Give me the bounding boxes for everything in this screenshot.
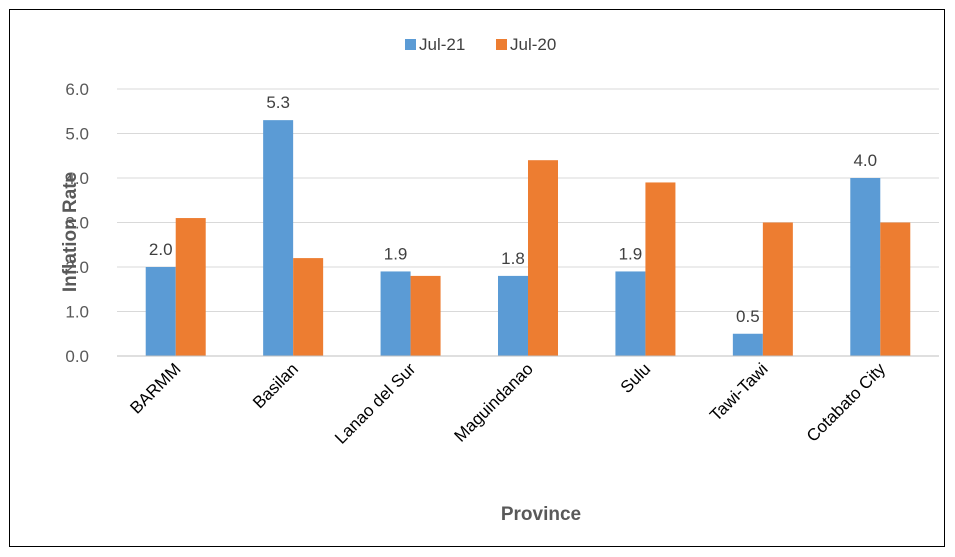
y-tick-label: 5.0 — [65, 125, 89, 144]
bar-jul-21-barmm — [145, 267, 176, 356]
x-tick-label: Sulu — [617, 359, 654, 396]
bar-jul-21-sulu — [615, 271, 646, 356]
y-tick-label: 0.0 — [65, 347, 89, 366]
data-label: 1.8 — [501, 249, 525, 268]
x-tick-label: Lanao del Sur — [331, 359, 420, 448]
x-tick-label: Tawi-Tawi — [706, 359, 772, 425]
data-labels: 2.0 5.3 1.9 1.8 1.9 0.5 4.0 — [149, 93, 877, 326]
x-axis-title: Province — [501, 504, 581, 525]
bar-jul-20-tawi-tawi — [762, 222, 793, 356]
legend-swatch — [496, 39, 507, 50]
y-tick-label: 6.0 — [65, 80, 89, 99]
data-label: 2.0 — [149, 240, 173, 259]
inflation-bar-chart: 0.0 1.0 2.0 3.0 4.0 5.0 6.0 2.0 5.3 1.9 1.8 1.9 0.5… — [60, 35, 939, 525]
y-tick-label: 4.0 — [65, 169, 89, 188]
data-label: 1.9 — [384, 244, 408, 263]
legend: Jul-21 Jul-20 — [405, 35, 556, 54]
bar-jul-21-tawi-tawi — [732, 333, 763, 356]
legend-swatch — [405, 39, 416, 50]
top-strip — [0, 0, 955, 8]
x-tick-label: Maguindanao — [451, 359, 537, 445]
y-tick-label: 1.0 — [65, 303, 89, 322]
y-axis-tick-labels: 0.0 1.0 2.0 3.0 4.0 5.0 6.0 — [65, 80, 89, 366]
legend-label: Jul-20 — [510, 35, 556, 54]
data-label: 5.3 — [266, 93, 290, 112]
bar-jul-21-basilan — [263, 120, 294, 357]
data-label: 0.5 — [736, 307, 760, 326]
x-tick-label: Cotabato City — [803, 359, 890, 446]
bar-jul-21-cotabato-city — [850, 178, 881, 356]
y-tick-label: 2.0 — [65, 258, 89, 277]
bar-jul-20-cotabato-city — [880, 222, 911, 356]
y-axis-title: Inflation Rate — [60, 172, 81, 292]
bar-jul-21-lanao-del-sur — [380, 271, 411, 356]
bar-jul-21-maguindanao — [498, 275, 528, 356]
legend-label: Jul-21 — [419, 35, 465, 54]
data-label: 1.9 — [619, 244, 643, 263]
bar-jul-20-lanao-del-sur — [410, 275, 441, 356]
y-tick-label: 3.0 — [65, 214, 89, 233]
x-tick-label: Basilan — [249, 359, 302, 412]
data-label: 4.0 — [853, 151, 877, 170]
bar-jul-20-barmm — [175, 218, 206, 356]
bar-jul-20-basilan — [293, 258, 324, 356]
bar-jul-20-maguindanao — [528, 160, 558, 356]
x-axis-tick-labels: BARMM Basilan Lanao del Sur Maguindanao Sulu… — [126, 359, 889, 448]
bars — [145, 120, 911, 357]
bar-jul-20-sulu — [645, 182, 676, 356]
chart-frame: 0.0 1.0 2.0 3.0 4.0 5.0 6.0 2.0 5.3 1.9 1.8 1.9 0.5… — [9, 9, 945, 547]
x-tick-label: BARMM — [126, 359, 184, 417]
